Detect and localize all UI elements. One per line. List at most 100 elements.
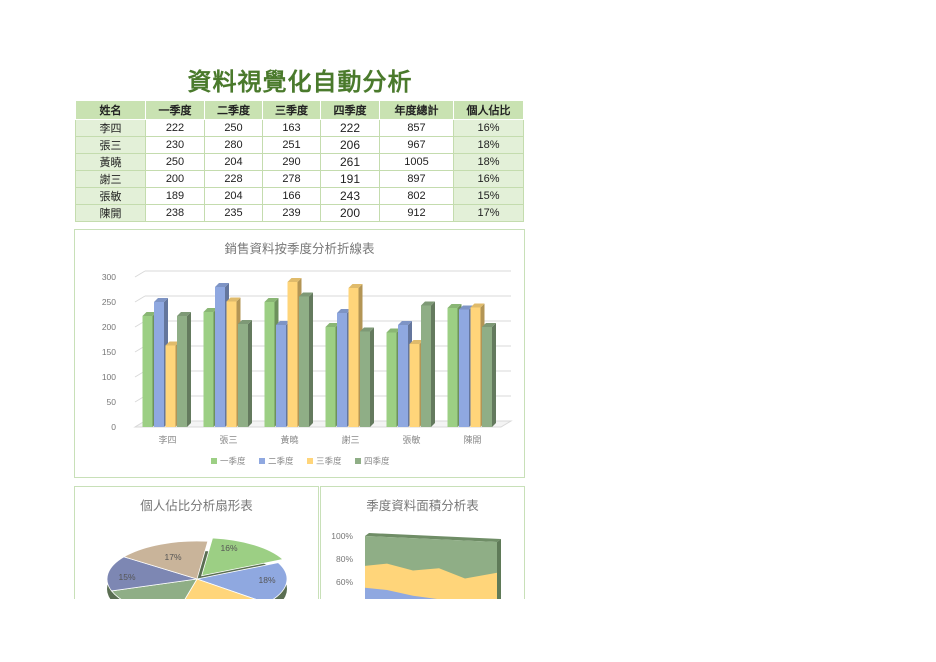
pie-data-label: 15% bbox=[118, 572, 135, 582]
bar[interactable] bbox=[177, 312, 191, 427]
svg-text:三季度: 三季度 bbox=[316, 456, 342, 466]
y-tick-label: 0 bbox=[111, 422, 116, 432]
y-tick-label: 60% bbox=[336, 577, 353, 587]
column-header: 年度總計 bbox=[379, 100, 454, 120]
y-tick-label: 50 bbox=[107, 397, 117, 407]
x-tick-label: 張敏 bbox=[402, 434, 420, 445]
table-row: 黃曉 250 204 290 261 1005 18% bbox=[75, 153, 524, 171]
table-cell[interactable]: 802 bbox=[379, 187, 454, 205]
table-cell[interactable]: 222 bbox=[320, 119, 380, 137]
bar-chart-title: 銷售資料按季度分析折線表 bbox=[224, 241, 375, 256]
column-header: 個人佔比 bbox=[453, 100, 524, 120]
column-header: 二季度 bbox=[204, 100, 263, 120]
bar[interactable] bbox=[238, 320, 252, 427]
table-cell[interactable]: 967 bbox=[379, 136, 454, 154]
column-header: 一季度 bbox=[145, 100, 205, 120]
y-tick-label: 150 bbox=[102, 347, 116, 357]
table-row: 張三 230 280 251 206 967 18% bbox=[75, 136, 524, 154]
table-cell[interactable]: 857 bbox=[379, 119, 454, 137]
table-cell[interactable]: 290 bbox=[262, 153, 321, 171]
table-cell[interactable]: 250 bbox=[204, 119, 263, 137]
sheet-title: 資料視覺化自動分析 bbox=[187, 68, 413, 96]
bar[interactable] bbox=[360, 327, 374, 428]
legend-item[interactable]: 三季度 bbox=[307, 456, 342, 466]
bar-chart-panel[interactable]: 銷售資料按季度分析折線表 0 50 100 150 200 250 300 李四 張三 黃曉 謝三 張… bbox=[74, 229, 525, 478]
table-cell[interactable]: 206 bbox=[320, 136, 380, 154]
table-cell[interactable]: 黃曉 bbox=[75, 153, 146, 171]
pie-data-label: 17% bbox=[164, 552, 181, 562]
table-cell[interactable]: 239 bbox=[262, 204, 321, 222]
table-cell[interactable]: 228 bbox=[204, 170, 263, 188]
y-tick-label: 100 bbox=[102, 372, 116, 382]
x-tick-label: 黃曉 bbox=[280, 434, 298, 445]
table-cell[interactable]: 1005 bbox=[379, 153, 454, 171]
column-header: 姓名 bbox=[75, 100, 146, 120]
area-side bbox=[497, 539, 501, 617]
table-row: 李四 222 250 163 222 857 16% bbox=[75, 119, 524, 137]
table-cell[interactable]: 912 bbox=[379, 204, 454, 222]
table-cell[interactable]: 261 bbox=[320, 153, 380, 171]
table-cell[interactable]: 166 bbox=[262, 187, 321, 205]
table-cell[interactable]: 18% bbox=[453, 153, 524, 171]
table-cell[interactable]: 謝三 bbox=[75, 170, 146, 188]
table-cell[interactable]: 200 bbox=[145, 170, 205, 188]
y-tick-label: 200 bbox=[102, 322, 116, 332]
area-chart: 60% 80% 100% bbox=[331, 531, 501, 617]
table-cell[interactable]: 238 bbox=[145, 204, 205, 222]
x-tick-label: 陳開 bbox=[463, 435, 481, 445]
x-tick-label: 謝三 bbox=[341, 434, 359, 445]
legend-item[interactable]: 四季度 bbox=[355, 456, 390, 466]
table-row: 謝三 200 228 278 191 897 16% bbox=[75, 170, 524, 188]
legend-item[interactable]: 一季度 bbox=[211, 456, 246, 466]
table-cell[interactable]: 191 bbox=[320, 170, 380, 188]
table-cell[interactable]: 17% bbox=[453, 204, 524, 222]
table-cell[interactable]: 15% bbox=[453, 187, 524, 205]
svg-text:一季度: 一季度 bbox=[220, 456, 246, 466]
y-tick-label: 100% bbox=[331, 531, 353, 541]
table-cell[interactable]: 230 bbox=[145, 136, 205, 154]
table-cell[interactable]: 163 bbox=[262, 119, 321, 137]
table-cell[interactable]: 陳開 bbox=[75, 204, 146, 222]
table-cell[interactable]: 280 bbox=[204, 136, 263, 154]
table-cell[interactable]: 204 bbox=[204, 153, 263, 171]
y-tick-label: 250 bbox=[102, 297, 116, 307]
y-tick-label: 80% bbox=[336, 554, 353, 564]
table-cell[interactable]: 243 bbox=[320, 187, 380, 205]
table-cell[interactable]: 16% bbox=[453, 170, 524, 188]
svg-text:二季度: 二季度 bbox=[268, 456, 294, 466]
area-chart-title: 季度資料面積分析表 bbox=[366, 498, 479, 513]
pie-data-label: 18% bbox=[258, 575, 275, 585]
pie-chart-title: 個人佔比分析扇形表 bbox=[140, 498, 253, 513]
table-header-row: 姓名 一季度 二季度 三季度 四季度 年度總計 個人佔比 bbox=[75, 100, 524, 120]
pie-chart: 16% 18% 17% 15% bbox=[106, 537, 288, 617]
pie-chart-panel[interactable]: 個人佔比分析扇形表 16% 18% 17% 15% bbox=[74, 486, 319, 618]
pie-slice[interactable] bbox=[106, 556, 198, 592]
table-cell[interactable]: 251 bbox=[262, 136, 321, 154]
table-cell[interactable]: 李四 bbox=[75, 119, 146, 137]
table-cell[interactable]: 張三 bbox=[75, 136, 146, 154]
legend-item[interactable]: 二季度 bbox=[259, 456, 294, 466]
table-cell[interactable]: 200 bbox=[320, 204, 380, 222]
bar[interactable] bbox=[421, 301, 435, 428]
table-cell[interactable]: 235 bbox=[204, 204, 263, 222]
page-bottom-mask bbox=[60, 599, 540, 662]
column-header: 三季度 bbox=[262, 100, 321, 120]
table-cell[interactable]: 897 bbox=[379, 170, 454, 188]
table-cell[interactable]: 16% bbox=[453, 119, 524, 137]
pie-slice[interactable] bbox=[201, 537, 284, 577]
table-cell[interactable]: 204 bbox=[204, 187, 263, 205]
table-cell[interactable]: 278 bbox=[262, 170, 321, 188]
svg-text:四季度: 四季度 bbox=[364, 456, 390, 466]
table-cell[interactable]: 張敏 bbox=[75, 187, 146, 205]
table-cell[interactable]: 250 bbox=[145, 153, 205, 171]
table-cell[interactable]: 189 bbox=[145, 187, 205, 205]
bar[interactable] bbox=[299, 292, 313, 428]
pie-slice[interactable] bbox=[122, 540, 209, 580]
sales-table: 姓名 一季度 二季度 三季度 四季度 年度總計 個人佔比 李四 222 250 163 222 857… bbox=[75, 100, 524, 222]
gridline-depth bbox=[134, 295, 146, 303]
x-tick-label: 李四 bbox=[158, 434, 176, 445]
x-tick-label: 張三 bbox=[219, 435, 237, 445]
table-cell[interactable]: 222 bbox=[145, 119, 205, 137]
bar[interactable] bbox=[482, 323, 496, 427]
table-cell[interactable]: 18% bbox=[453, 136, 524, 154]
